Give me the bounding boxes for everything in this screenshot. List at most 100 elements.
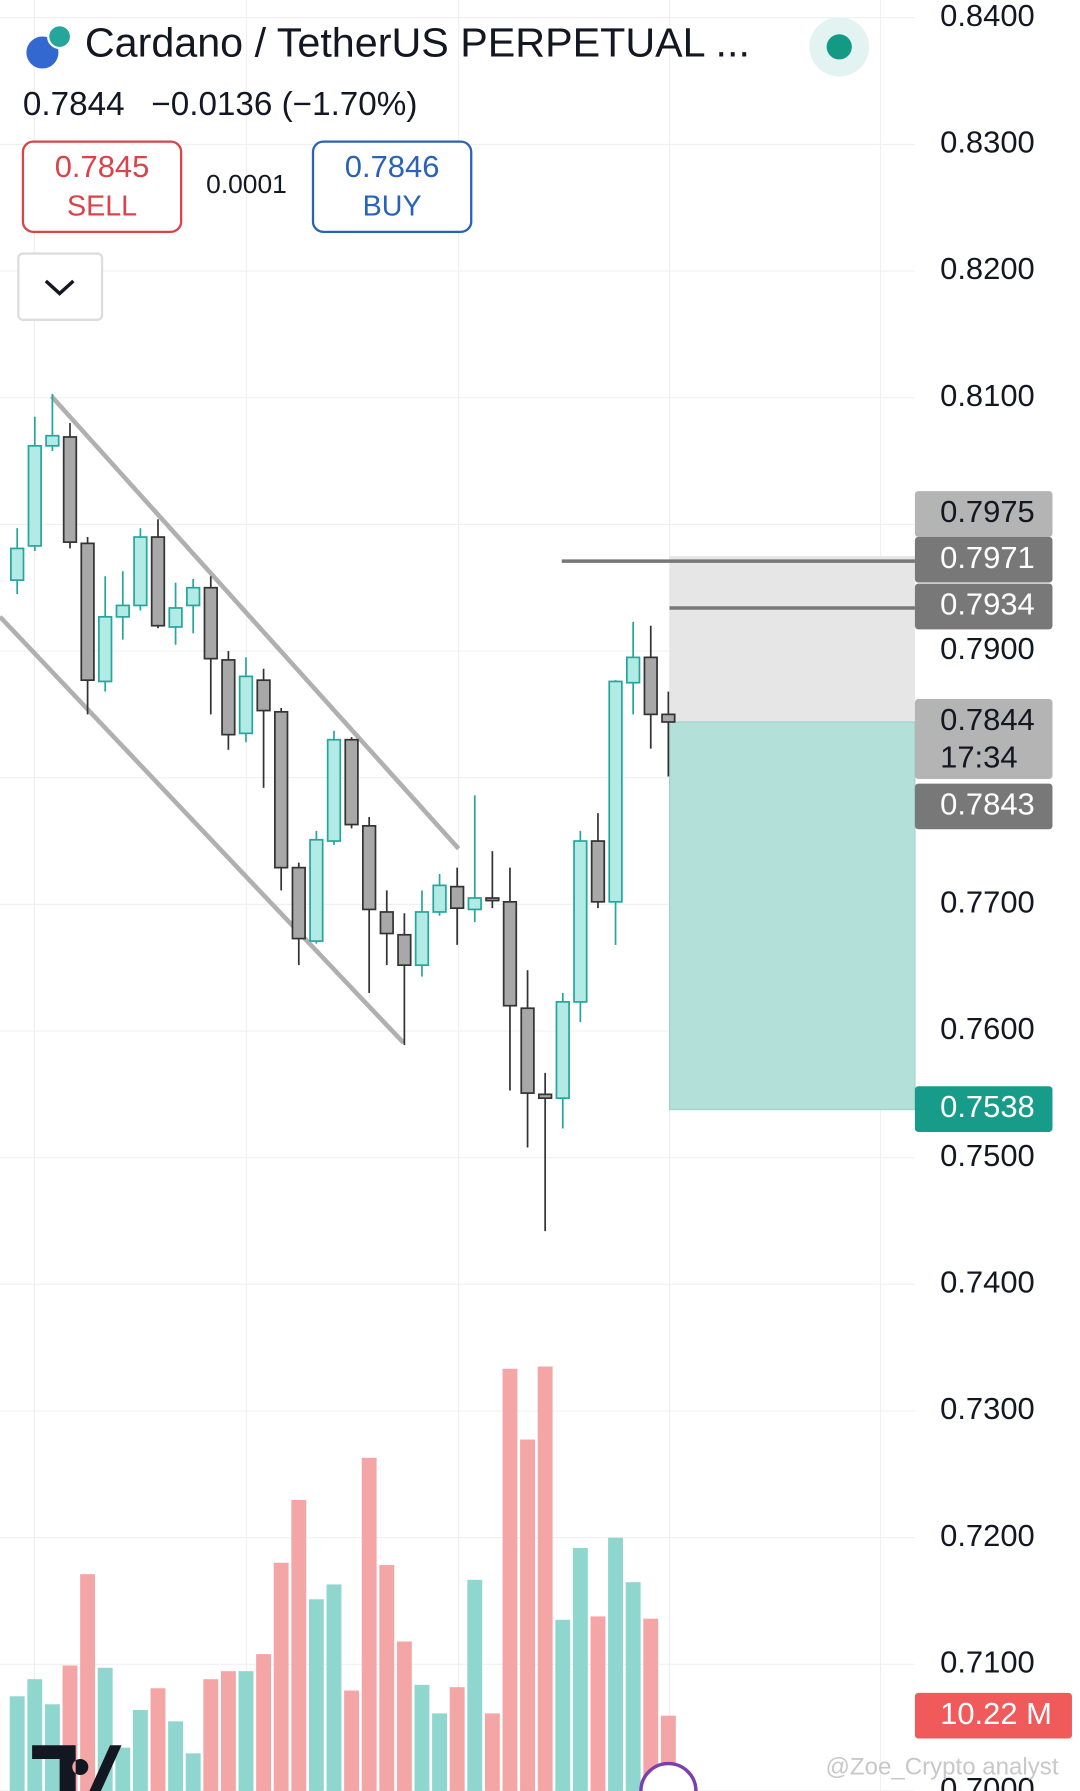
candle-body (414, 911, 430, 967)
candle-body (150, 536, 166, 627)
status-dot (826, 34, 852, 60)
flash-button[interactable] (639, 1761, 698, 1791)
volume-label-bg (914, 1692, 1072, 1739)
volume-bar (168, 1721, 184, 1791)
y-tick-label: 0.8300 (940, 125, 1035, 160)
buy-button[interactable] (311, 140, 473, 234)
volume-bar (132, 1709, 148, 1791)
candle-body (344, 738, 359, 826)
volume-bar (203, 1679, 219, 1791)
volume-bar (572, 1547, 588, 1791)
candle-body (485, 897, 500, 902)
price-label: 0.7844 (940, 702, 1035, 737)
price-label: 0.7934 (940, 587, 1035, 622)
candle-body (326, 738, 342, 842)
spread: 0.0001 (206, 169, 287, 199)
volume-bar (520, 1439, 536, 1791)
candle-body (256, 679, 271, 712)
volume-bar (361, 1457, 377, 1791)
price-label-bg (914, 1086, 1053, 1132)
candle-body (10, 547, 25, 581)
y-tick-label: 0.7400 (940, 1265, 1035, 1300)
candle-body (362, 824, 377, 911)
volume-bar (291, 1500, 307, 1791)
candle-body (590, 840, 606, 903)
volume-bar (396, 1641, 412, 1791)
candle-body (221, 659, 236, 736)
countdown: 17:34 (940, 740, 1017, 775)
y-tick-label: 0.7100 (940, 1645, 1035, 1680)
price-label-bg (914, 583, 1053, 630)
candle-body (186, 586, 201, 607)
sell-price: 0.7845 (55, 149, 150, 184)
candle-body (608, 680, 623, 903)
candle-body (115, 604, 130, 618)
tv-logo (32, 1745, 122, 1791)
volume-bar (502, 1368, 518, 1791)
candle-body (449, 885, 465, 910)
volume-layer (9, 1366, 676, 1791)
sell-label: SELL (67, 190, 137, 222)
volume-bar (273, 1562, 289, 1791)
volume-bar (115, 1747, 131, 1791)
candle-body (45, 434, 60, 447)
buy-label: BUY (363, 190, 422, 222)
candle-body (133, 536, 148, 607)
volume-bar (27, 1679, 43, 1791)
candle-body (27, 444, 42, 547)
position-layer (561, 556, 916, 1111)
risk-zone (669, 556, 915, 722)
volume-bar (80, 1574, 96, 1791)
channel-upper (49, 394, 461, 851)
collapse-button[interactable] (17, 252, 104, 321)
candle-body (625, 656, 641, 684)
candle-body (520, 1007, 535, 1094)
candles (10, 393, 676, 1232)
volume-bar (643, 1618, 659, 1791)
y-tick-label: 0.7600 (940, 1011, 1035, 1046)
sell-button[interactable] (21, 140, 183, 234)
volume-bar (484, 1713, 500, 1791)
price-label: 0.7538 (940, 1089, 1035, 1124)
volume-bar (414, 1684, 430, 1791)
y-tick-label: 0.7300 (940, 1391, 1035, 1426)
reward-zone (668, 721, 916, 1111)
y-tick-label: 0.7200 (940, 1518, 1035, 1553)
last-price: 0.7844 (23, 86, 125, 123)
candle-body (432, 884, 447, 913)
price-label: 0.7843 (940, 787, 1035, 822)
volume-bar (238, 1671, 254, 1791)
candle-body (537, 1093, 553, 1100)
candle-body (98, 615, 113, 683)
buy-price: 0.7846 (345, 149, 440, 184)
volume-bar (150, 1688, 166, 1791)
volume-bar (344, 1690, 360, 1791)
volume-bar (9, 1696, 25, 1791)
candle-body (555, 1001, 570, 1100)
candle-body (397, 933, 412, 967)
candle-body (379, 911, 394, 935)
symbol-title: Cardano / TetherUS PERPETUAL ... (85, 20, 750, 66)
volume-bar (256, 1654, 272, 1791)
chevron (44, 279, 75, 296)
volume-bar (449, 1687, 465, 1791)
candle-body (274, 710, 289, 869)
candle-body (309, 838, 324, 942)
volume-bar (379, 1565, 395, 1791)
volume-bar (555, 1619, 571, 1791)
volume-bar (467, 1579, 483, 1791)
change: −0.0136 (−1.70%) (151, 86, 417, 123)
price-label-bg (914, 536, 1053, 583)
volume-bar (220, 1671, 236, 1791)
price-label-bg (914, 491, 1053, 537)
volume-bar (432, 1713, 448, 1791)
volume-bar (537, 1366, 553, 1791)
price-label-bg (914, 783, 1053, 830)
channel-lower (0, 615, 406, 1045)
y-tick-label: 0.7900 (940, 631, 1035, 666)
price-axis: 0.8400 0.8300 0.8200 0.8100 0.7900 0.7700 0.76… (914, 0, 1072, 1791)
candle-body (238, 675, 254, 735)
price-label: 0.7975 (940, 494, 1035, 529)
price-label: 0.7971 (940, 540, 1035, 575)
volume-bar (326, 1584, 342, 1791)
